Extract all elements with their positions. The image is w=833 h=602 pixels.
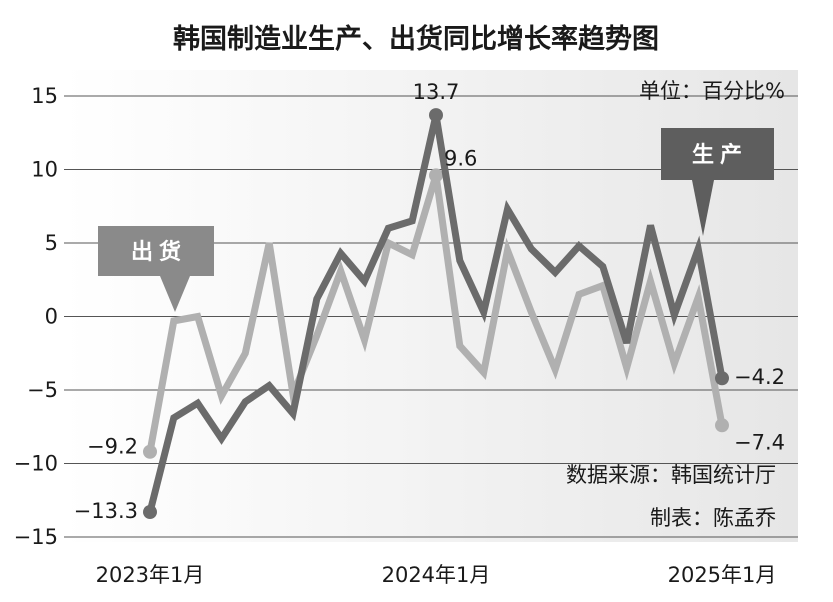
data-label-production: −13.3 bbox=[74, 499, 138, 523]
y-tick-label: 5 bbox=[45, 231, 58, 255]
legend-production-label: 生产 bbox=[692, 143, 748, 168]
point-marker-production bbox=[429, 108, 443, 123]
data-label-production: −4.2 bbox=[734, 365, 785, 389]
point-marker-production bbox=[143, 505, 157, 520]
legend-production-pointer bbox=[692, 180, 714, 236]
legend-production: 生产 bbox=[661, 128, 774, 236]
unit-annotation: 单位：百分比% bbox=[639, 79, 785, 103]
legend-production-box bbox=[661, 128, 774, 180]
legend-shipments-label: 出货 bbox=[131, 239, 187, 265]
legend-shipments-box bbox=[98, 226, 214, 276]
source-annotation: 数据来源：韩国统计厅 bbox=[566, 463, 776, 487]
y-tick-label: 10 bbox=[31, 158, 58, 182]
x-tick-labels: 2023年1月 2024年1月 2025年1月 bbox=[96, 563, 777, 587]
point-marker-shipments bbox=[715, 418, 729, 433]
x-tick-label: 2023年1月 bbox=[96, 563, 205, 587]
point-marker-production bbox=[715, 371, 729, 386]
data-label-shipments: −9.2 bbox=[87, 435, 138, 459]
series-layer bbox=[143, 108, 729, 520]
y-tick-label: 0 bbox=[45, 305, 58, 329]
chart-title: 韩国制造业生产、出货同比增长率趋势图 bbox=[173, 23, 659, 55]
point-marker-shipments bbox=[143, 444, 157, 459]
y-tick-labels: 15 10 5 0 −5 −10 −15 bbox=[14, 84, 58, 549]
data-label-shipments: −7.4 bbox=[734, 430, 785, 454]
data-label-shipments: 9.6 bbox=[444, 146, 477, 170]
y-tick-label: −15 bbox=[14, 525, 58, 549]
legend-shipments-pointer bbox=[160, 276, 190, 312]
y-tick-label: 15 bbox=[31, 84, 58, 108]
data-label-production: 13.7 bbox=[413, 80, 460, 104]
x-tick-label: 2025年1月 bbox=[668, 563, 777, 587]
x-tick-label: 2024年1月 bbox=[382, 563, 491, 587]
y-tick-label: −5 bbox=[27, 378, 58, 402]
data-labels: −13.3 13.7 −4.2 −9.2 9.6 −7.4 bbox=[74, 80, 785, 523]
author-annotation: 制表：陈孟乔 bbox=[650, 506, 776, 530]
y-tick-label: −10 bbox=[14, 452, 58, 476]
point-marker-shipments bbox=[429, 168, 443, 183]
legend-shipments: 出货 bbox=[98, 226, 214, 312]
